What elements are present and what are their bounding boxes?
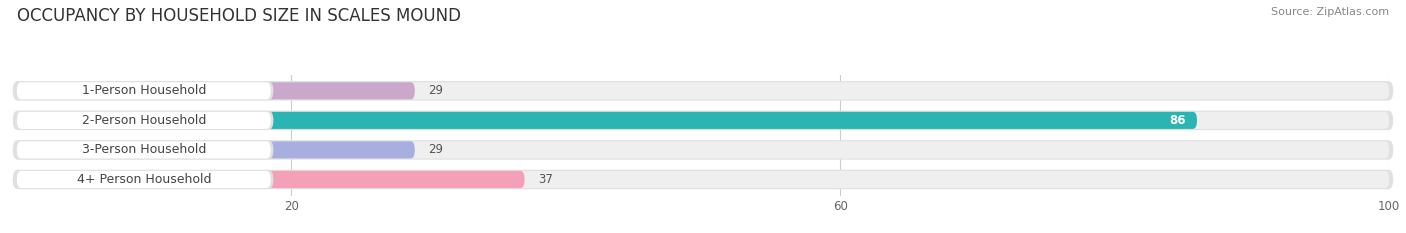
Text: 4+ Person Household: 4+ Person Household [76, 173, 211, 186]
Text: 1-Person Household: 1-Person Household [82, 84, 207, 97]
FancyBboxPatch shape [13, 170, 1393, 189]
Text: Source: ZipAtlas.com: Source: ZipAtlas.com [1271, 7, 1389, 17]
FancyBboxPatch shape [14, 140, 274, 159]
Text: 2-Person Household: 2-Person Household [82, 114, 207, 127]
Text: OCCUPANCY BY HOUSEHOLD SIZE IN SCALES MOUND: OCCUPANCY BY HOUSEHOLD SIZE IN SCALES MO… [17, 7, 461, 25]
FancyBboxPatch shape [13, 140, 1393, 160]
FancyBboxPatch shape [17, 141, 271, 158]
FancyBboxPatch shape [14, 170, 274, 189]
Text: 37: 37 [538, 173, 553, 186]
FancyBboxPatch shape [17, 171, 1389, 188]
FancyBboxPatch shape [17, 112, 1197, 129]
Text: 29: 29 [429, 84, 443, 97]
FancyBboxPatch shape [17, 112, 271, 129]
FancyBboxPatch shape [13, 111, 1393, 130]
FancyBboxPatch shape [17, 82, 415, 99]
Text: 86: 86 [1170, 114, 1187, 127]
FancyBboxPatch shape [14, 111, 274, 130]
Text: 3-Person Household: 3-Person Household [82, 144, 207, 156]
FancyBboxPatch shape [17, 82, 271, 99]
FancyBboxPatch shape [17, 171, 524, 188]
FancyBboxPatch shape [17, 171, 271, 188]
FancyBboxPatch shape [14, 81, 274, 100]
Text: 29: 29 [429, 144, 443, 156]
FancyBboxPatch shape [13, 81, 1393, 101]
FancyBboxPatch shape [17, 141, 415, 158]
FancyBboxPatch shape [17, 82, 1389, 99]
FancyBboxPatch shape [17, 112, 1389, 129]
FancyBboxPatch shape [17, 141, 1389, 158]
